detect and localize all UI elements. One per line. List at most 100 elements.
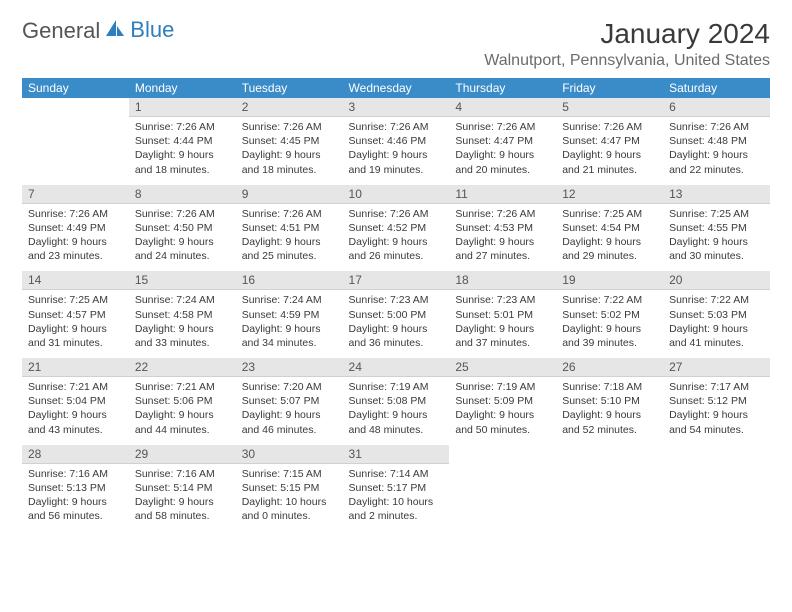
day-number: 14 [22, 271, 129, 290]
daylight: Daylight: 9 hours and 43 minutes. [28, 408, 123, 436]
calendar-cell: 21Sunrise: 7:21 AMSunset: 5:04 PMDayligh… [22, 358, 129, 445]
sunset: Sunset: 5:01 PM [455, 308, 550, 322]
sunset: Sunset: 4:52 PM [349, 221, 444, 235]
weekday-row: Sunday Monday Tuesday Wednesday Thursday… [22, 78, 770, 98]
sunrise: Sunrise: 7:26 AM [455, 207, 550, 221]
sunrise: Sunrise: 7:26 AM [349, 207, 444, 221]
sunset: Sunset: 4:44 PM [135, 134, 230, 148]
day-details: Sunrise: 7:16 AMSunset: 5:13 PMDaylight:… [22, 464, 129, 532]
day-number: 4 [449, 98, 556, 117]
day-number: 24 [343, 358, 450, 377]
calendar-cell: 5Sunrise: 7:26 AMSunset: 4:47 PMDaylight… [556, 98, 663, 185]
day-details: Sunrise: 7:26 AMSunset: 4:51 PMDaylight:… [236, 204, 343, 272]
calendar-cell: 20Sunrise: 7:22 AMSunset: 5:03 PMDayligh… [663, 271, 770, 358]
day-number: 19 [556, 271, 663, 290]
daylight: Daylight: 9 hours and 39 minutes. [562, 322, 657, 350]
day-number: 29 [129, 445, 236, 464]
daylight: Daylight: 9 hours and 22 minutes. [669, 148, 764, 176]
sunrise: Sunrise: 7:26 AM [28, 207, 123, 221]
daylight: Daylight: 9 hours and 25 minutes. [242, 235, 337, 263]
sunset: Sunset: 5:02 PM [562, 308, 657, 322]
sunset: Sunset: 4:50 PM [135, 221, 230, 235]
sunset: Sunset: 4:54 PM [562, 221, 657, 235]
day-details: Sunrise: 7:26 AMSunset: 4:45 PMDaylight:… [236, 117, 343, 185]
sunrise: Sunrise: 7:26 AM [135, 207, 230, 221]
daylight: Daylight: 9 hours and 30 minutes. [669, 235, 764, 263]
sunset: Sunset: 5:08 PM [349, 394, 444, 408]
day-details: Sunrise: 7:24 AMSunset: 4:59 PMDaylight:… [236, 290, 343, 358]
logo: General Blue [22, 18, 174, 43]
day-number: 13 [663, 185, 770, 204]
sunset: Sunset: 5:00 PM [349, 308, 444, 322]
day-details: Sunrise: 7:14 AMSunset: 5:17 PMDaylight:… [343, 464, 450, 532]
day-number: 7 [22, 185, 129, 204]
day-number: 11 [449, 185, 556, 204]
sunrise: Sunrise: 7:22 AM [669, 293, 764, 307]
day-number: 5 [556, 98, 663, 117]
day-number: 10 [343, 185, 450, 204]
daylight: Daylight: 10 hours and 0 minutes. [242, 495, 337, 523]
calendar-cell: 3Sunrise: 7:26 AMSunset: 4:46 PMDaylight… [343, 98, 450, 185]
sunrise: Sunrise: 7:19 AM [349, 380, 444, 394]
day-number: 23 [236, 358, 343, 377]
sunrise: Sunrise: 7:24 AM [135, 293, 230, 307]
sunset: Sunset: 4:58 PM [135, 308, 230, 322]
day-number: 26 [556, 358, 663, 377]
day-details: Sunrise: 7:19 AMSunset: 5:08 PMDaylight:… [343, 377, 450, 445]
calendar-cell: 2Sunrise: 7:26 AMSunset: 4:45 PMDaylight… [236, 98, 343, 185]
sunset: Sunset: 4:46 PM [349, 134, 444, 148]
weekday-sat: Saturday [663, 78, 770, 98]
sunrise: Sunrise: 7:23 AM [455, 293, 550, 307]
calendar-cell: 1Sunrise: 7:26 AMSunset: 4:44 PMDaylight… [129, 98, 236, 185]
daylight: Daylight: 9 hours and 44 minutes. [135, 408, 230, 436]
daylight: Daylight: 9 hours and 20 minutes. [455, 148, 550, 176]
weekday-sun: Sunday [22, 78, 129, 98]
daylight: Daylight: 9 hours and 46 minutes. [242, 408, 337, 436]
sunset: Sunset: 4:51 PM [242, 221, 337, 235]
day-details: Sunrise: 7:26 AMSunset: 4:50 PMDaylight:… [129, 204, 236, 272]
day-details: Sunrise: 7:16 AMSunset: 5:14 PMDaylight:… [129, 464, 236, 532]
calendar-cell: 29Sunrise: 7:16 AMSunset: 5:14 PMDayligh… [129, 445, 236, 532]
sunrise: Sunrise: 7:25 AM [669, 207, 764, 221]
day-details: Sunrise: 7:25 AMSunset: 4:54 PMDaylight:… [556, 204, 663, 272]
calendar-cell: .. [22, 98, 129, 185]
day-number: 22 [129, 358, 236, 377]
sunset: Sunset: 4:59 PM [242, 308, 337, 322]
daylight: Daylight: 9 hours and 33 minutes. [135, 322, 230, 350]
daylight: Daylight: 9 hours and 29 minutes. [562, 235, 657, 263]
daylight: Daylight: 9 hours and 50 minutes. [455, 408, 550, 436]
day-details: Sunrise: 7:19 AMSunset: 5:09 PMDaylight:… [449, 377, 556, 445]
sunset: Sunset: 4:48 PM [669, 134, 764, 148]
sunrise: Sunrise: 7:20 AM [242, 380, 337, 394]
day-number: 1 [129, 98, 236, 117]
sunrise: Sunrise: 7:16 AM [135, 467, 230, 481]
daylight: Daylight: 9 hours and 37 minutes. [455, 322, 550, 350]
sunset: Sunset: 5:04 PM [28, 394, 123, 408]
daylight: Daylight: 9 hours and 21 minutes. [562, 148, 657, 176]
day-number: 15 [129, 271, 236, 290]
day-details: Sunrise: 7:22 AMSunset: 5:03 PMDaylight:… [663, 290, 770, 358]
sunrise: Sunrise: 7:23 AM [349, 293, 444, 307]
day-details: Sunrise: 7:24 AMSunset: 4:58 PMDaylight:… [129, 290, 236, 358]
calendar-cell: 23 Sunrise: 7:20 AMSunset: 5:07 PMDayligh… [236, 358, 343, 445]
sunset: Sunset: 4:53 PM [455, 221, 550, 235]
header: General Blue January 2024 Walnutport, Pe… [22, 18, 770, 70]
day-number: 3 [343, 98, 450, 117]
day-details: Sunrise: 7:15 AMSunset: 5:15 PMDaylight:… [236, 464, 343, 532]
calendar-week: 14Sunrise: 7:25 AMSunset: 4:57 PMDayligh… [22, 271, 770, 358]
day-number: 12 [556, 185, 663, 204]
sunrise: Sunrise: 7:26 AM [242, 207, 337, 221]
daylight: Daylight: 10 hours and 2 minutes. [349, 495, 444, 523]
calendar-week: 21Sunrise: 7:21 AMSunset: 5:04 PMDayligh… [22, 358, 770, 445]
calendar-cell: .. [663, 445, 770, 532]
calendar-cell: 22Sunrise: 7:21 AMSunset: 5:06 PMDayligh… [129, 358, 236, 445]
daylight: Daylight: 9 hours and 58 minutes. [135, 495, 230, 523]
day-number: 17 [343, 271, 450, 290]
calendar-cell: 17Sunrise: 7:23 AMSunset: 5:00 PMDayligh… [343, 271, 450, 358]
calendar-cell: 8Sunrise: 7:26 AMSunset: 4:50 PMDaylight… [129, 185, 236, 272]
sunrise: Sunrise: 7:25 AM [28, 293, 123, 307]
sunset: Sunset: 5:15 PM [242, 481, 337, 495]
calendar-week: ..1Sunrise: 7:26 AMSunset: 4:44 PMDaylig… [22, 98, 770, 185]
sunset: Sunset: 5:07 PM [242, 394, 337, 408]
calendar-cell: 7Sunrise: 7:26 AMSunset: 4:49 PMDaylight… [22, 185, 129, 272]
